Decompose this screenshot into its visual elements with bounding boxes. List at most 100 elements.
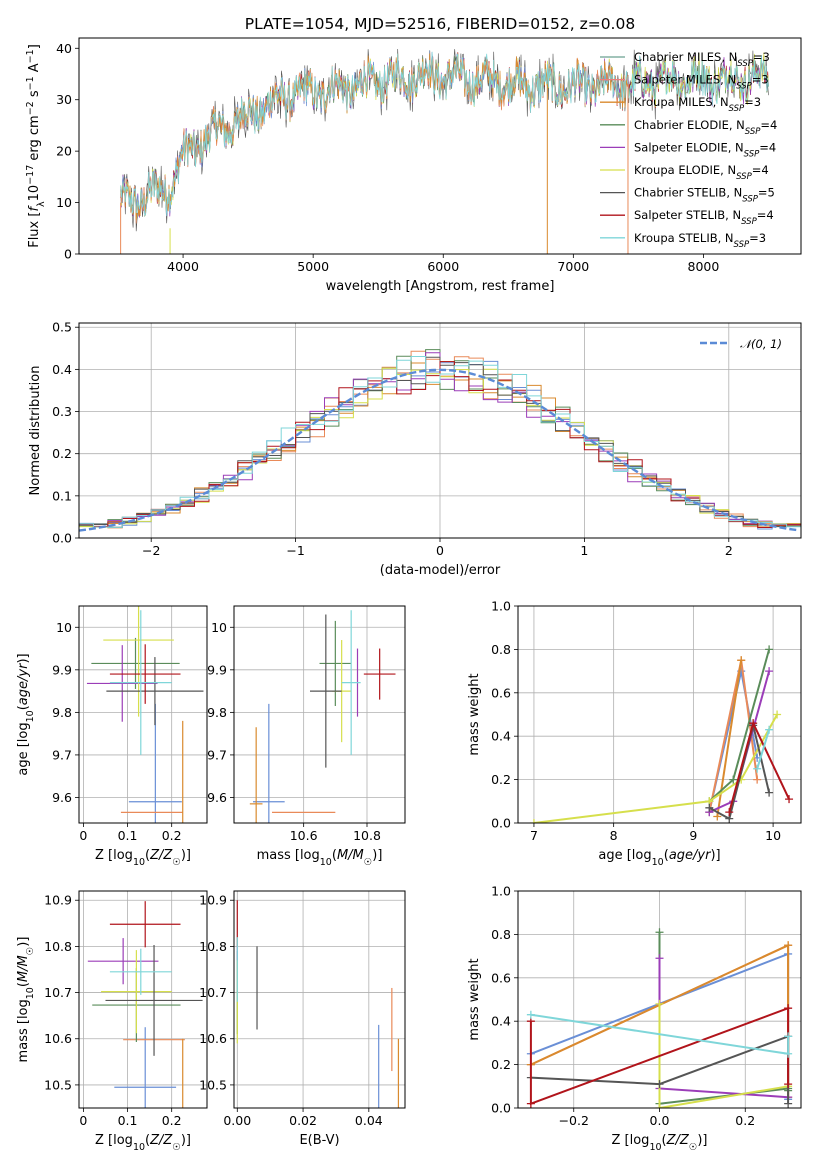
legend-label: Kroupa ELODIE, N (634, 163, 736, 177)
y-tick-label: 10.9 (44, 893, 72, 908)
label-part: 10 (27, 185, 42, 202)
plot-area (87, 901, 203, 1108)
x-axis-label: age [log10(age/yr)] (598, 848, 720, 868)
y-tick-label: 10.5 (44, 1077, 72, 1092)
label-part: ( (664, 848, 669, 863)
legend-sub: SSP (742, 195, 758, 205)
data-point (655, 928, 664, 937)
data-point (765, 667, 774, 676)
label-part: 10 (320, 857, 332, 868)
data-point (773, 710, 782, 719)
y-tick-label: 10.7 (199, 985, 227, 1000)
x-axis-label: E(B-V) (299, 1133, 339, 1148)
x-tick-label: 1 (580, 543, 588, 558)
y-tick-label: 20 (56, 144, 72, 159)
label-part: M/M (337, 848, 364, 863)
y-tick-label: 0 (64, 247, 72, 262)
y-tick-label: 0.4 (52, 362, 72, 377)
y-axis-label: age [log10(age/yr)] (16, 653, 36, 775)
label-part: ☉ (25, 947, 36, 956)
label-part: Z/Z (149, 848, 173, 863)
y-tick-label: 10 (211, 620, 227, 635)
y-tick-label: 0.2 (491, 1057, 511, 1072)
label-part: Z/Z (149, 1133, 173, 1148)
label-part: ( (662, 1133, 667, 1148)
x-tick-label: 0.2 (162, 1113, 182, 1128)
x-tick-label: 8000 (688, 259, 720, 274)
y-axis-label: mass [log10(M/M☉)] (16, 937, 36, 1063)
data-point (749, 719, 758, 728)
label-part: )] (181, 848, 191, 863)
x-tick-label: −0.2 (559, 1113, 589, 1128)
legend-tail: =5 (758, 186, 775, 200)
label-part: )] (16, 937, 31, 947)
legend-entry: Salpeter STELIB, NSSP=4 (634, 208, 774, 227)
label-part: ☉ (689, 1142, 698, 1153)
y-tick-label: 0.1 (52, 488, 72, 503)
data-point (765, 645, 774, 654)
y-tick-label: 10.6 (199, 1031, 227, 1046)
plot-area (249, 610, 396, 823)
data-point (529, 819, 538, 823)
legend-sub: SSP (734, 240, 750, 250)
y-tick-label: 0.0 (491, 1101, 511, 1116)
axes-frame (517, 605, 802, 824)
legend-entry: Chabrier MILES, NSSP=3 (634, 50, 770, 69)
label-part: Z [log (612, 1133, 650, 1148)
legend-tail: =3 (749, 231, 766, 245)
y-tick-label: 30 (56, 92, 72, 107)
legend-label: Kroupa MILES, N (634, 95, 729, 109)
legend-sub: SSP (737, 59, 753, 69)
y-tick-label: 10.8 (199, 939, 227, 954)
y-axis-label: Flux [fλ10−17 erg cm−2 s−1 A−1] (25, 44, 47, 248)
label-part: f (27, 205, 42, 212)
axes-frame (78, 37, 802, 255)
y-tick-label: 9.9 (207, 662, 227, 677)
legend-tail: =4 (752, 163, 769, 177)
y-tick-label: 10 (56, 620, 72, 635)
data-point (713, 812, 722, 821)
data-point (526, 1099, 535, 1108)
legend-entry: Chabrier ELODIE, NSSP=4 (634, 118, 777, 137)
y-tick-label: 1.0 (491, 599, 511, 614)
normal-curve (79, 368, 799, 532)
label-part: age/yr (669, 848, 712, 863)
x-tick-label: 0.1 (118, 1113, 138, 1128)
x-tick-label: −2 (142, 543, 160, 558)
x-tick-label: 8 (610, 828, 618, 843)
data-point (784, 1004, 793, 1013)
legend-tail: =3 (753, 50, 770, 64)
x-axis-label: wavelength [Angstrom, rest frame] (326, 279, 555, 294)
y-tick-label: 0.4 (491, 1014, 511, 1029)
data-point (655, 1104, 664, 1108)
axes-frame (233, 890, 406, 1109)
label-part: )] (697, 1133, 707, 1148)
x-axis-label: Z [log10(Z/Z☉)] (612, 1133, 708, 1153)
label-part: ] (27, 44, 42, 49)
label-part: 10 (133, 1142, 145, 1153)
legend-sub: SSP (729, 104, 745, 114)
legend-label: Kroupa STELIB, N (634, 231, 734, 245)
label-part: −1 (25, 49, 36, 63)
label-part: E(B-V) (299, 1133, 339, 1148)
plot-area (79, 349, 801, 532)
data-point (784, 1080, 793, 1089)
legend-sub: SSP (736, 172, 752, 182)
label-part: ☉ (172, 857, 181, 868)
legend-sub: SSP (744, 149, 760, 159)
plot-area (526, 928, 793, 1108)
y-axis-label: Normed distribution (28, 366, 43, 496)
y-tick-label: 10.7 (44, 985, 72, 1000)
data-point (784, 1049, 793, 1058)
label-part: −2 (25, 101, 36, 115)
x-tick-label: 4000 (167, 259, 199, 274)
x-tick-label: 0 (79, 828, 87, 843)
x-tick-label: 6000 (427, 259, 459, 274)
chart-residuals: 𝒩(0, 1) −2 −1 0 1 2 0.0 0.1 0.2 0.3 0.4 0.5 (data-mo… (28, 320, 802, 578)
legend-entry: Kroupa STELIB, NSSP=3 (634, 231, 766, 250)
y-tick-label: 40 (56, 41, 72, 56)
data-point (655, 1080, 664, 1089)
